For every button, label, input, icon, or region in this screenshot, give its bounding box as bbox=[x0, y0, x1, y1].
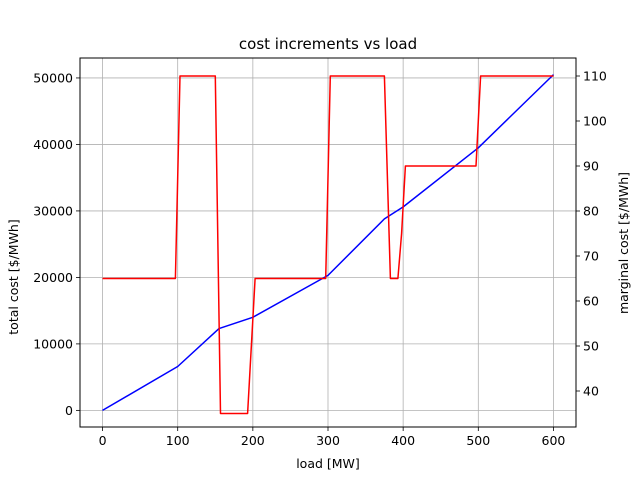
marginal-cost-line bbox=[102, 75, 554, 415]
y2-tick-label: 70 bbox=[583, 249, 599, 264]
y-tick-label: 40000 bbox=[33, 137, 73, 152]
total-cost-line bbox=[102, 74, 555, 412]
y2-tick-label: 90 bbox=[583, 159, 599, 174]
y2-axis-label: marginal cost [$/MWh] bbox=[616, 172, 631, 314]
y2-tick-label: 80 bbox=[583, 204, 599, 219]
x-tick-label: 600 bbox=[542, 433, 566, 448]
x-tick-label: 0 bbox=[99, 433, 107, 448]
x-tick-label: 300 bbox=[316, 433, 340, 448]
y-tick-label: 10000 bbox=[33, 336, 73, 351]
chart-title: cost increments vs load bbox=[239, 35, 417, 53]
ticks: 0 100 200 300 400 500 600 0 10000 20000 30000 40000… bbox=[33, 69, 607, 449]
x-tick-label: 100 bbox=[166, 433, 190, 448]
y-tick-label: 50000 bbox=[33, 70, 73, 85]
y2-tick-label: 100 bbox=[583, 114, 607, 129]
y2-tick-label: 40 bbox=[583, 384, 599, 399]
y2-tick-label: 60 bbox=[583, 294, 599, 309]
series-group bbox=[102, 74, 555, 415]
y-tick-label: 30000 bbox=[33, 203, 73, 218]
x-tick-label: 500 bbox=[466, 433, 490, 448]
y2-tick-label: 110 bbox=[583, 69, 607, 84]
x-axis-label: load [MW] bbox=[296, 456, 360, 471]
grid bbox=[80, 58, 576, 427]
y-axis-label: total cost [$/MWh] bbox=[6, 219, 21, 334]
x-tick-label: 400 bbox=[391, 433, 415, 448]
y2-tick-label: 50 bbox=[583, 339, 599, 354]
y-tick-label: 20000 bbox=[33, 270, 73, 285]
x-tick-label: 200 bbox=[241, 433, 265, 448]
y-tick-label: 0 bbox=[65, 403, 73, 418]
